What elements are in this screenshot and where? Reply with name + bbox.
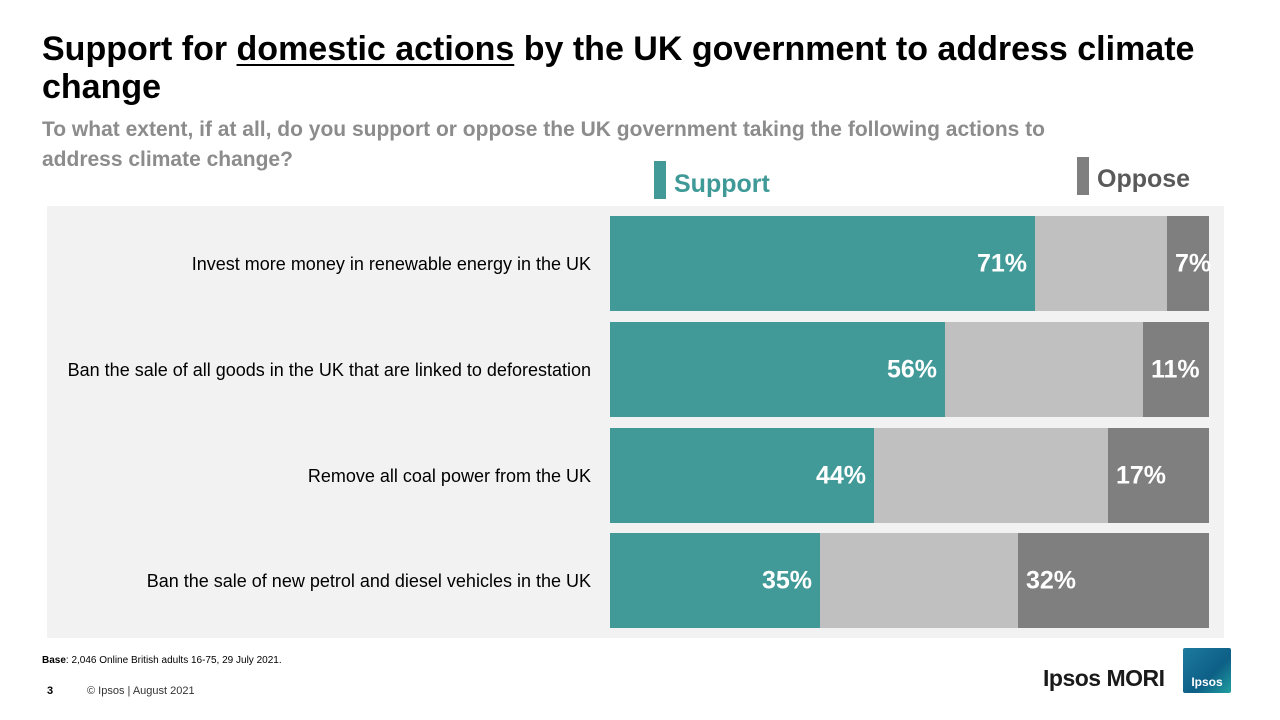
- neutral-bar: [1035, 216, 1167, 311]
- support-value-label: 35%: [761, 566, 812, 594]
- legend-support: Support: [654, 160, 770, 199]
- support-value-label: 44%: [815, 461, 866, 489]
- base-note: Base: 2,046 Online British adults 16-75,…: [42, 655, 282, 666]
- title-underlined-phrase: domestic actions: [236, 30, 515, 68]
- bar-row: 56% 11%: [610, 322, 1209, 417]
- support-bar: 71%: [610, 216, 1035, 311]
- legend-oppose-swatch: [1077, 157, 1089, 195]
- copyright-text: © Ipsos | August 2021: [87, 685, 195, 697]
- category-label: Remove all coal power from the UK: [31, 428, 591, 523]
- brand-name: Ipsos MORI: [1043, 665, 1165, 691]
- bar-row: 35% 32%: [610, 533, 1209, 628]
- bar-row: 71% 7%: [610, 216, 1212, 311]
- legend-oppose-label: Oppose: [1097, 164, 1191, 193]
- category-label: Invest more money in renewable energy in…: [31, 216, 591, 311]
- ipsos-logo: Ipsos: [1183, 648, 1231, 693]
- oppose-value-label: 17%: [1116, 461, 1167, 489]
- oppose-value-label: 11%: [1151, 355, 1200, 383]
- support-bar: 56%: [610, 322, 945, 417]
- legend-oppose: Oppose: [1077, 157, 1190, 195]
- category-label-text: Invest more money in renewable energy in…: [191, 253, 591, 274]
- oppose-value-label: 7%: [1175, 249, 1212, 277]
- page-title: Support for domestic actions by the UK g…: [42, 30, 1195, 106]
- support-value-label: 56%: [886, 355, 937, 383]
- bar-row: 44% 17%: [610, 428, 1209, 523]
- support-bar: 35%: [610, 533, 820, 628]
- category-label-text: Ban the sale of new petrol and diesel ve…: [146, 570, 591, 591]
- oppose-value-label: 32%: [1026, 566, 1077, 594]
- page-subtitle: To what extent, if at all, do you suppor…: [42, 118, 1045, 171]
- logo-text: Ipsos: [1191, 675, 1223, 689]
- support-value-label: 71%: [976, 249, 1027, 277]
- neutral-bar: [945, 322, 1143, 417]
- legend-support-swatch: [654, 160, 666, 199]
- category-label-text: Ban the sale of all goods in the UK that…: [67, 359, 591, 380]
- oppose-bar: 7%: [1167, 216, 1212, 311]
- oppose-bar: 32%: [1018, 533, 1209, 628]
- category-label: Ban the sale of new petrol and diesel ve…: [31, 533, 591, 628]
- legend-support-label: Support: [674, 170, 770, 198]
- category-label-text: Remove all coal power from the UK: [307, 465, 591, 486]
- oppose-bar: 11%: [1143, 322, 1209, 417]
- page-number: 3: [47, 685, 54, 697]
- neutral-bar: [874, 428, 1108, 523]
- support-bar: 44%: [610, 428, 874, 523]
- oppose-bar: 17%: [1108, 428, 1209, 523]
- category-label: Ban the sale of all goods in the UK that…: [31, 322, 591, 417]
- neutral-bar: [820, 533, 1018, 628]
